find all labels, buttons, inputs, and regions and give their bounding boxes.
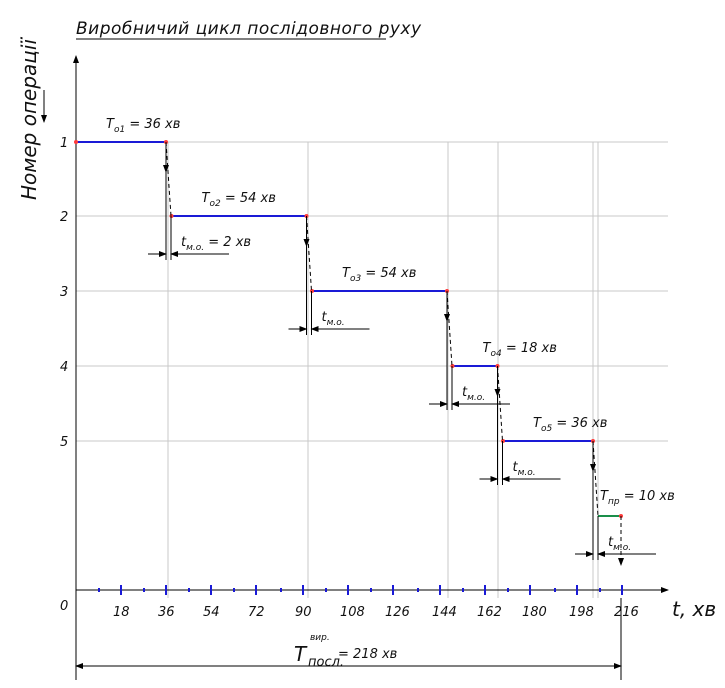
x-tick-label: 198 (569, 605, 594, 620)
final-operation-label: Tпр = 10 хв (600, 489, 675, 507)
total-label-symbol: T (294, 642, 308, 666)
diagram-title: Виробничий цикл послідовного руху (76, 19, 422, 39)
x-tick-label: 36 (158, 605, 175, 620)
x-ticks: 18 36 54 72 90 108 126 144 162 180 198 216 (98, 585, 639, 620)
operation-label: To1 = 36 хв (106, 117, 180, 135)
transfer-path (306, 215, 312, 292)
row-label: 1 (60, 136, 68, 151)
x-tick-label: 108 (340, 605, 365, 620)
operation-label: To2 = 54 хв (202, 191, 276, 209)
x-tick-label: 180 (522, 605, 547, 620)
row-label: 2 (60, 210, 68, 225)
transfer-time-label: tм.о. = 2 хв (181, 235, 251, 253)
transfer-time-label: tм.о. (608, 535, 631, 553)
row-labels: 1 2 3 4 5 (60, 136, 68, 450)
total-label-superscript: вир. (310, 633, 330, 643)
transfer-time-label: tм.о. (513, 460, 536, 478)
row-label: 4 (60, 360, 68, 375)
operation-label: To5 = 36 хв (533, 416, 607, 434)
x-axis-label: t, хв (672, 597, 716, 621)
total-cycle-dimension: T посл. вир. = 218 хв (75, 598, 622, 680)
transfer-path (592, 440, 599, 517)
x-tick-label: 216 (614, 605, 639, 620)
operation-start-point (74, 140, 78, 144)
total-label-subscript: посл. (308, 655, 344, 670)
total-label-value: = 218 хв (338, 647, 397, 662)
operation-bars (74, 140, 623, 518)
y-axis-label: Номер операції (17, 37, 41, 200)
origin-label: 0 (60, 599, 68, 614)
row-label: 3 (60, 285, 68, 300)
x-tick-label: 90 (295, 605, 312, 620)
x-tick-label: 144 (432, 605, 457, 620)
transfer-path (446, 290, 453, 367)
x-tick-label: 162 (477, 605, 502, 620)
transfer-time-label: tм.о. (462, 385, 485, 403)
transfer-path (497, 365, 503, 442)
operation-label: To4 = 18 хв (483, 341, 557, 359)
operation-label: To3 = 54 хв (342, 266, 416, 284)
transfer-markers: tм.о. = 2 хв tм.о. tм.о. tм.о. tм.о. (148, 141, 656, 566)
x-tick-label: 18 (113, 605, 130, 620)
x-tick-label: 126 (385, 605, 410, 620)
operation-labels: To1 = 36 хв To2 = 54 хв To3 = 54 хв To4 = 1… (106, 117, 675, 507)
row-label: 5 (60, 435, 68, 450)
transfer-time-label: tм.о. (322, 310, 345, 328)
grid-lines (76, 141, 668, 598)
x-tick-label: 54 (203, 605, 220, 620)
x-tick-label: 72 (248, 605, 265, 620)
transfer-path (165, 141, 172, 217)
